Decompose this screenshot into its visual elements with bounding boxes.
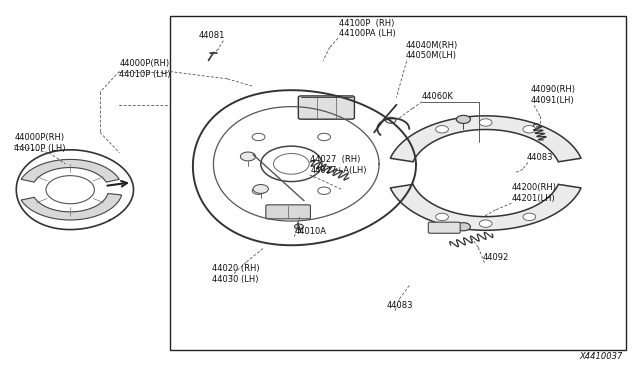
Text: 44100P  (RH)
44100PA (LH): 44100P (RH) 44100PA (LH) (339, 19, 396, 38)
Text: 44200(RH)
44201(LH): 44200(RH) 44201(LH) (511, 183, 556, 203)
Text: 44081: 44081 (199, 31, 225, 40)
Text: 44090(RH)
44091(LH): 44090(RH) 44091(LH) (531, 85, 575, 105)
FancyBboxPatch shape (428, 222, 460, 233)
Text: 44010A: 44010A (294, 227, 326, 236)
Bar (170, 16, 626, 350)
Polygon shape (390, 185, 581, 230)
Circle shape (479, 119, 492, 126)
Circle shape (241, 152, 255, 161)
Circle shape (294, 224, 303, 229)
Circle shape (456, 115, 470, 124)
Text: 44092: 44092 (483, 253, 509, 262)
Text: 44083: 44083 (527, 153, 554, 162)
Text: 44020 (RH)
44030 (LH): 44020 (RH) 44030 (LH) (212, 264, 259, 284)
Circle shape (253, 185, 268, 193)
Circle shape (523, 213, 536, 221)
Polygon shape (21, 160, 119, 182)
Text: 44000P(RH)
44010P (LH): 44000P(RH) 44010P (LH) (14, 133, 66, 153)
Circle shape (436, 213, 449, 221)
Polygon shape (21, 193, 122, 220)
FancyBboxPatch shape (298, 96, 355, 119)
Text: 44040M(RH)
44050M(LH): 44040M(RH) 44050M(LH) (406, 41, 458, 61)
Circle shape (456, 223, 470, 231)
Text: 44083: 44083 (387, 301, 413, 310)
Circle shape (436, 126, 449, 133)
Polygon shape (390, 116, 581, 162)
Text: 44027  (RH)
44027+A(LH): 44027 (RH) 44027+A(LH) (310, 155, 367, 175)
Circle shape (479, 220, 492, 227)
Circle shape (523, 126, 536, 133)
Text: 44060K: 44060K (422, 92, 454, 101)
FancyBboxPatch shape (266, 205, 310, 219)
Text: X4410037: X4410037 (579, 352, 623, 361)
Text: 44000P(RH)
44010P (LH): 44000P(RH) 44010P (LH) (119, 59, 171, 79)
